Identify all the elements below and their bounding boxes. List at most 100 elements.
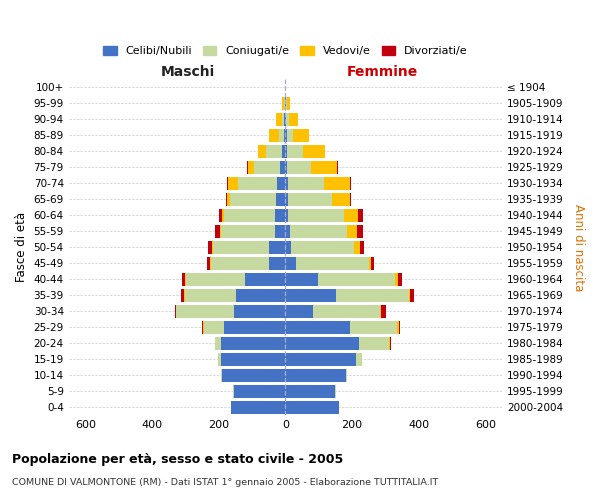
Bar bbox=[247, 161, 248, 174]
Bar bbox=[293, 129, 308, 142]
Bar bbox=[227, 193, 230, 206]
Bar bbox=[284, 97, 286, 110]
Bar bbox=[288, 209, 344, 222]
Bar bbox=[324, 177, 350, 190]
Bar bbox=[390, 336, 391, 350]
Bar bbox=[282, 97, 284, 110]
Bar bbox=[398, 272, 403, 286]
Bar bbox=[227, 177, 229, 190]
Bar bbox=[181, 288, 184, 302]
Bar bbox=[221, 336, 286, 350]
Bar bbox=[185, 272, 186, 286]
Bar bbox=[275, 209, 286, 222]
Bar bbox=[226, 193, 227, 206]
Bar bbox=[175, 304, 176, 318]
Bar bbox=[287, 129, 293, 142]
Bar bbox=[186, 272, 245, 286]
Bar bbox=[185, 288, 236, 302]
Bar bbox=[233, 304, 286, 318]
Bar bbox=[286, 320, 350, 334]
Bar bbox=[397, 320, 399, 334]
Bar bbox=[248, 161, 254, 174]
Bar bbox=[286, 177, 288, 190]
Bar bbox=[205, 320, 224, 334]
Bar bbox=[380, 304, 382, 318]
Bar bbox=[296, 256, 369, 270]
Bar bbox=[224, 209, 275, 222]
Bar bbox=[382, 304, 386, 318]
Bar bbox=[214, 241, 269, 254]
Bar bbox=[259, 145, 266, 158]
Bar bbox=[182, 272, 185, 286]
Bar bbox=[287, 145, 302, 158]
Bar bbox=[215, 336, 221, 350]
Bar bbox=[208, 241, 212, 254]
Bar bbox=[209, 256, 211, 270]
Bar bbox=[221, 225, 275, 238]
Bar bbox=[335, 384, 336, 398]
Bar bbox=[350, 177, 352, 190]
Bar bbox=[289, 113, 298, 126]
Legend: Celibi/Nubili, Coniugati/e, Vedovi/e, Divorziati/e: Celibi/Nubili, Coniugati/e, Vedovi/e, Di… bbox=[99, 42, 472, 60]
Bar bbox=[287, 97, 290, 110]
Bar bbox=[220, 225, 221, 238]
Bar bbox=[245, 272, 286, 286]
Bar bbox=[286, 288, 336, 302]
Bar bbox=[236, 288, 286, 302]
Bar bbox=[229, 177, 238, 190]
Bar bbox=[356, 352, 362, 366]
Bar bbox=[233, 384, 235, 398]
Bar bbox=[207, 256, 209, 270]
Text: Femmine: Femmine bbox=[347, 64, 418, 78]
Bar bbox=[269, 129, 278, 142]
Bar bbox=[371, 256, 374, 270]
Bar bbox=[224, 320, 286, 334]
Bar bbox=[269, 256, 286, 270]
Bar bbox=[287, 161, 311, 174]
Bar bbox=[360, 241, 364, 254]
Bar bbox=[395, 272, 398, 286]
Bar bbox=[286, 241, 292, 254]
Bar bbox=[286, 129, 287, 142]
Bar bbox=[286, 272, 318, 286]
Bar bbox=[281, 113, 284, 126]
Bar bbox=[286, 161, 287, 174]
Bar bbox=[286, 304, 313, 318]
Bar bbox=[215, 225, 220, 238]
Bar bbox=[389, 336, 390, 350]
Bar bbox=[409, 288, 410, 302]
Bar bbox=[275, 113, 281, 126]
Bar bbox=[350, 193, 351, 206]
Bar bbox=[354, 241, 360, 254]
Bar bbox=[302, 145, 325, 158]
Bar bbox=[286, 352, 356, 366]
Bar bbox=[347, 225, 357, 238]
Bar bbox=[286, 336, 359, 350]
Bar bbox=[410, 288, 415, 302]
Bar bbox=[254, 161, 280, 174]
Bar bbox=[176, 304, 233, 318]
Bar bbox=[266, 145, 282, 158]
Bar bbox=[212, 241, 214, 254]
Bar bbox=[286, 209, 288, 222]
Bar bbox=[277, 177, 286, 190]
Bar bbox=[286, 113, 289, 126]
Bar bbox=[221, 352, 286, 366]
Bar bbox=[359, 336, 389, 350]
Bar bbox=[357, 225, 363, 238]
Text: Popolazione per età, sesso e stato civile - 2005: Popolazione per età, sesso e stato civil… bbox=[12, 452, 343, 466]
Bar bbox=[235, 384, 286, 398]
Bar bbox=[332, 193, 350, 206]
Bar bbox=[286, 384, 335, 398]
Bar bbox=[288, 177, 324, 190]
Bar bbox=[288, 193, 332, 206]
Bar bbox=[358, 209, 363, 222]
Y-axis label: Fasce di età: Fasce di età bbox=[15, 212, 28, 282]
Bar bbox=[286, 400, 340, 413]
Bar bbox=[184, 288, 185, 302]
Bar bbox=[219, 209, 221, 222]
Bar bbox=[282, 145, 286, 158]
Bar bbox=[286, 256, 296, 270]
Bar bbox=[286, 97, 287, 110]
Text: Maschi: Maschi bbox=[161, 64, 215, 78]
